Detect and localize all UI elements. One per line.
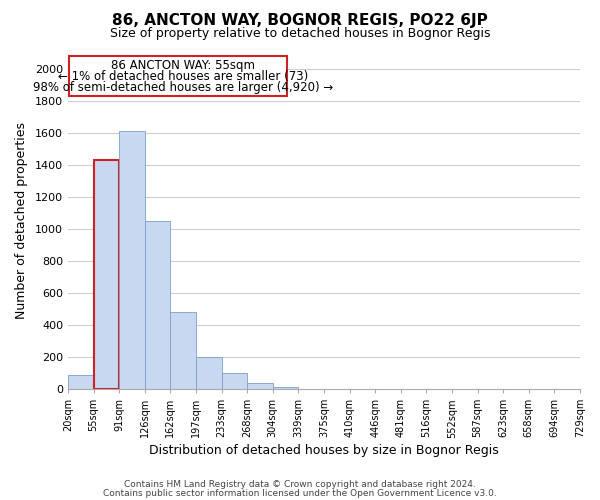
- Text: Contains HM Land Registry data © Crown copyright and database right 2024.: Contains HM Land Registry data © Crown c…: [124, 480, 476, 489]
- Text: Contains public sector information licensed under the Open Government Licence v3: Contains public sector information licen…: [103, 488, 497, 498]
- Text: 86, ANCTON WAY, BOGNOR REGIS, PO22 6JP: 86, ANCTON WAY, BOGNOR REGIS, PO22 6JP: [112, 12, 488, 28]
- Bar: [273, 386, 298, 389]
- Bar: [68, 376, 94, 389]
- Y-axis label: Number of detached properties: Number of detached properties: [15, 122, 28, 320]
- Bar: [170, 312, 196, 389]
- FancyBboxPatch shape: [69, 56, 287, 96]
- Bar: [221, 373, 247, 389]
- Text: ← 1% of detached houses are smaller (73): ← 1% of detached houses are smaller (73): [58, 70, 308, 83]
- Bar: [247, 384, 273, 389]
- Text: Size of property relative to detached houses in Bognor Regis: Size of property relative to detached ho…: [110, 28, 490, 40]
- Bar: [119, 131, 145, 389]
- Bar: [145, 221, 170, 389]
- X-axis label: Distribution of detached houses by size in Bognor Regis: Distribution of detached houses by size …: [149, 444, 499, 458]
- Bar: [94, 160, 119, 389]
- Text: 86 ANCTON WAY: 55sqm: 86 ANCTON WAY: 55sqm: [111, 59, 255, 72]
- Bar: [196, 357, 221, 389]
- Text: 98% of semi-detached houses are larger (4,920) →: 98% of semi-detached houses are larger (…: [33, 82, 333, 94]
